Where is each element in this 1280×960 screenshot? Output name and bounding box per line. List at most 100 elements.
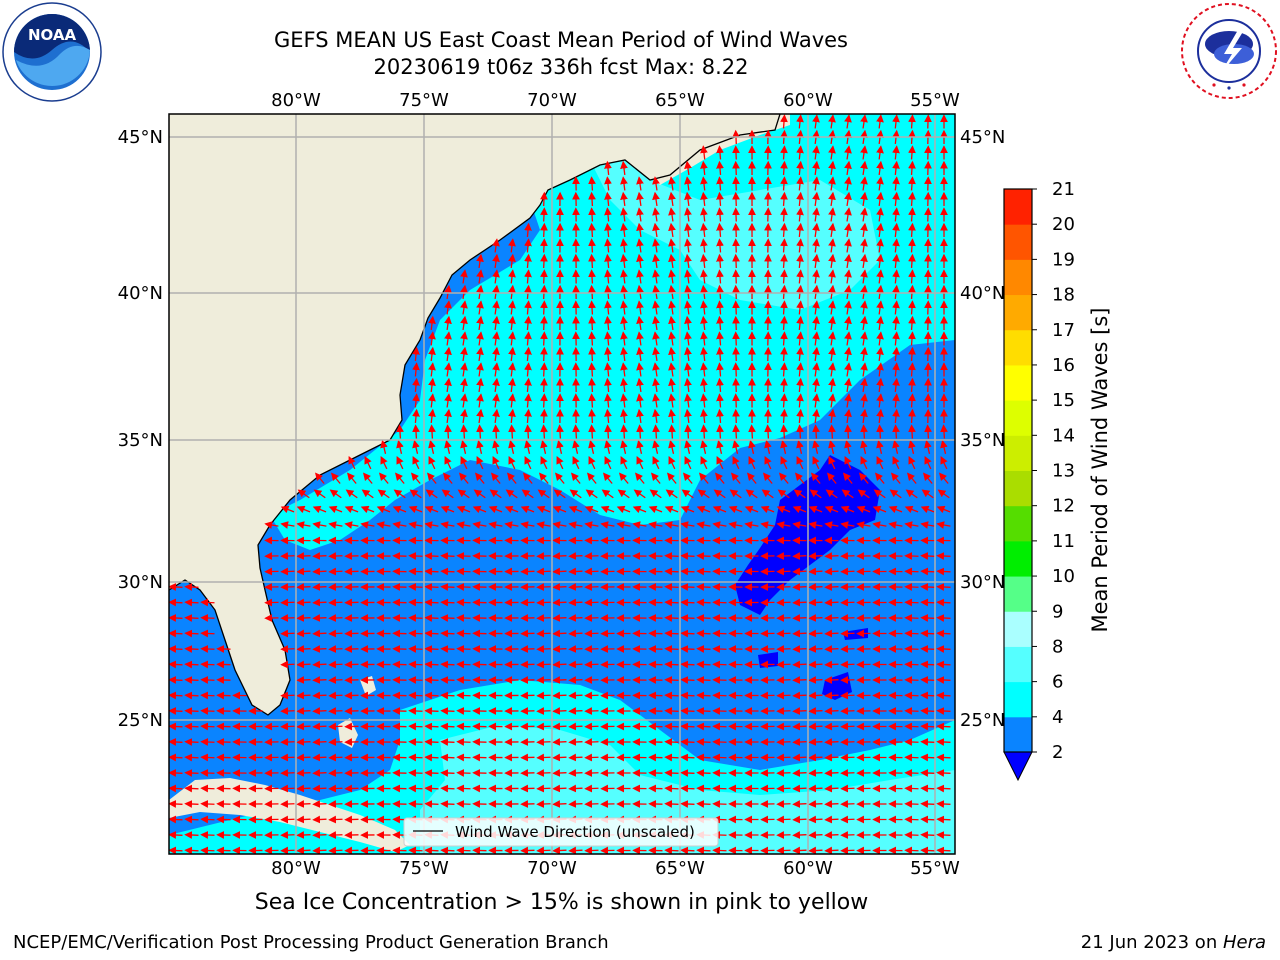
wave-arrow — [280, 784, 295, 793]
wave-arrow — [760, 521, 775, 529]
wave-arrow — [312, 846, 327, 854]
wave-arrow — [408, 800, 423, 808]
wave-arrow — [296, 831, 311, 839]
wave-arrow — [636, 207, 644, 222]
wave-arrow — [620, 176, 628, 191]
wave-arrow — [936, 784, 951, 793]
wave-arrow — [844, 160, 852, 176]
wave-arrow — [568, 784, 583, 793]
wave-arrow — [620, 346, 628, 362]
wave-arrow — [636, 439, 644, 454]
wave-arrow — [779, 472, 789, 484]
wave-arrow — [588, 222, 596, 238]
wave-arrow — [760, 505, 775, 514]
wave-arrow — [792, 753, 807, 762]
wave-arrow — [892, 253, 900, 269]
wave-arrow — [312, 521, 327, 529]
wave-arrow — [524, 315, 532, 331]
wave-arrow — [587, 472, 597, 484]
wave-arrow — [664, 505, 679, 514]
wave-arrow — [808, 583, 823, 591]
wave-arrow — [440, 660, 455, 669]
wave-arrow — [796, 222, 804, 238]
colorbar-tick-label: 6 — [1052, 672, 1063, 693]
wave-arrow — [408, 567, 423, 576]
wave-arrow — [648, 521, 663, 529]
wave-arrow — [700, 408, 708, 424]
wave-arrow — [680, 753, 695, 762]
wave-arrow — [568, 505, 583, 514]
wave-arrow — [824, 707, 839, 715]
wave-arrow — [844, 207, 852, 222]
wave-arrow — [920, 784, 935, 793]
wave-arrow — [540, 424, 548, 439]
colorbar-segment — [1004, 611, 1032, 647]
wave-arrow — [824, 629, 839, 638]
wave-arrow — [412, 455, 420, 470]
wave-arrow — [859, 472, 869, 484]
colorbar-tick-label: 8 — [1052, 636, 1063, 657]
wave-arrow — [652, 238, 660, 253]
wave-arrow — [456, 800, 471, 808]
wave-arrow — [844, 114, 852, 129]
wave-arrow — [908, 315, 916, 331]
wave-arrow — [732, 253, 740, 269]
wave-arrow — [716, 160, 724, 176]
wave-arrow — [476, 300, 484, 315]
wave-arrow — [732, 160, 740, 176]
wave-arrow — [876, 253, 884, 269]
wave-arrow — [169, 645, 183, 653]
wave-arrow — [428, 424, 436, 439]
map-title: GEFS MEAN US East Coast Mean Period of W… — [274, 28, 848, 52]
wave-arrow — [459, 472, 469, 484]
wave-arrow — [169, 598, 183, 607]
wave-arrow — [936, 614, 951, 622]
wave-arrow — [460, 455, 468, 470]
wave-arrow — [792, 583, 807, 591]
wave-arrow — [492, 377, 500, 393]
wave-arrow — [552, 691, 567, 700]
wave-arrow — [936, 629, 951, 638]
colorbar-segment — [1004, 470, 1032, 507]
wave-arrow — [584, 660, 599, 669]
wave-arrow — [520, 521, 535, 529]
wave-arrow — [280, 583, 295, 591]
wave-arrow — [696, 738, 711, 746]
wave-arrow — [828, 331, 836, 346]
wave-arrow — [601, 489, 614, 499]
wave-arrow — [456, 567, 471, 576]
wave-arrow — [812, 362, 820, 377]
wave-arrow — [876, 238, 884, 253]
wave-arrow — [456, 505, 471, 514]
wave-arrow — [296, 583, 311, 591]
wave-arrow — [841, 489, 854, 499]
wave-arrow — [780, 408, 788, 424]
wave-arrow — [297, 489, 310, 499]
wave-arrow — [824, 676, 839, 684]
wave-arrow — [412, 393, 420, 408]
wave-arrow — [876, 331, 884, 346]
wave-arrow — [892, 424, 900, 439]
wave-arrow — [424, 800, 439, 808]
wave-arrow — [764, 439, 772, 454]
wave-arrow — [808, 552, 823, 560]
wave-arrow — [504, 505, 519, 514]
wave-arrow — [812, 424, 820, 439]
wave-arrow — [908, 455, 916, 470]
wave-arrow — [456, 784, 471, 793]
wave-arrow — [664, 567, 679, 576]
wave-arrow — [169, 784, 183, 793]
wave-arrow — [936, 676, 951, 684]
wave-arrow — [936, 738, 951, 746]
wave-arrow — [920, 660, 935, 669]
wave-arrow — [652, 346, 660, 362]
wave-arrow — [328, 567, 343, 576]
wave-arrow — [792, 645, 807, 653]
wave-arrow — [444, 362, 452, 377]
wave-arrow — [844, 346, 852, 362]
wave-arrow — [568, 583, 583, 591]
colorbar-segment — [1004, 189, 1032, 225]
wave-arrow — [524, 346, 532, 362]
wave-arrow — [440, 583, 455, 591]
wave-arrow — [668, 207, 676, 222]
